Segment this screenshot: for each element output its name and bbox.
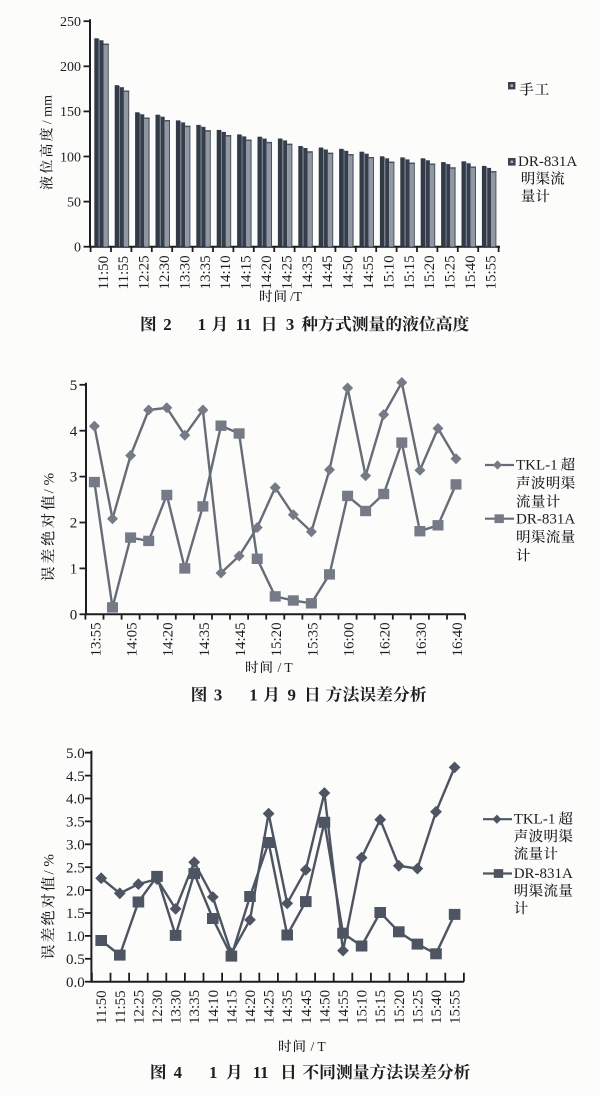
svg-text:13:30: 13:30 [169,990,185,1024]
svg-text:DR-831A: DR-831A [514,866,573,882]
svg-text:16:00: 16:00 [342,622,358,656]
svg-text:0: 0 [70,607,78,623]
svg-text:3: 3 [286,315,294,334]
svg-text:11:55: 11:55 [116,256,132,290]
svg-text:14:55: 14:55 [336,990,352,1024]
svg-text:15:20: 15:20 [422,255,438,289]
svg-text:2.0: 2.0 [66,883,85,899]
svg-text:14:50: 14:50 [341,255,357,289]
svg-text:14:45: 14:45 [320,255,336,289]
svg-text:14:10: 14:10 [206,990,222,1024]
svg-text:13:35: 13:35 [187,990,203,1024]
svg-text:13:55: 13:55 [88,622,104,656]
svg-text:3.0: 3.0 [66,838,85,854]
svg-text:1.0: 1.0 [66,929,85,945]
svg-text:1: 1 [209,1063,217,1082]
svg-text:1: 1 [198,315,206,334]
svg-text:14:25: 14:25 [279,255,295,289]
svg-text:15:25: 15:25 [443,255,459,289]
svg-text:14:20: 14:20 [259,255,275,289]
svg-text:5.0: 5.0 [66,746,85,762]
svg-text:14:45: 14:45 [233,622,249,656]
svg-text:14:50: 14:50 [317,990,333,1024]
svg-text:1: 1 [249,686,257,705]
svg-text:/ T: / T [311,1039,327,1054]
svg-text:16:20: 16:20 [378,622,394,656]
svg-text:250: 250 [60,15,81,30]
svg-text:3: 3 [214,686,222,705]
svg-text:/ %: / % [42,854,58,874]
svg-text:4: 4 [70,424,78,440]
svg-text:15:10: 15:10 [381,255,397,289]
svg-text:15:35: 15:35 [305,622,321,656]
svg-text:16:30: 16:30 [414,622,430,656]
svg-text:12:30: 12:30 [150,990,166,1024]
svg-text:11:50: 11:50 [96,256,112,290]
svg-text:0.5: 0.5 [66,952,85,968]
svg-text:3: 3 [70,470,78,486]
svg-text:/T: /T [290,289,303,304]
svg-text:14:55: 14:55 [361,255,377,289]
svg-text:15:20: 15:20 [392,990,408,1024]
svg-text:14:35: 14:35 [197,622,213,656]
svg-text:15:40: 15:40 [463,255,479,289]
svg-text:/ mm: / mm [41,95,56,124]
svg-text:11:55: 11:55 [113,990,129,1024]
svg-text:15:40: 15:40 [429,990,445,1024]
svg-text:TKL-1: TKL-1 [514,812,556,828]
svg-text:12:25: 12:25 [131,990,147,1024]
svg-text:13:30: 13:30 [177,255,193,289]
svg-text:0: 0 [74,241,81,256]
svg-text:15:25: 15:25 [410,990,426,1024]
svg-text:16:40: 16:40 [450,622,466,656]
svg-text:9: 9 [288,686,296,705]
svg-text:1.5: 1.5 [66,906,85,922]
svg-text:/ T: / T [278,660,294,675]
svg-text:100: 100 [60,150,81,165]
svg-text:14:20: 14:20 [243,990,259,1024]
svg-text:15:10: 15:10 [355,990,371,1024]
svg-text:2: 2 [163,315,171,334]
svg-text:14:45: 14:45 [299,990,315,1024]
svg-text:0.0: 0.0 [66,975,85,991]
svg-text:11:50: 11:50 [94,990,110,1024]
svg-text:200: 200 [60,60,81,75]
svg-text:13:35: 13:35 [198,255,214,289]
svg-text:15:15: 15:15 [373,990,389,1024]
svg-text:14:10: 14:10 [218,255,234,289]
svg-text:12:25: 12:25 [137,255,153,289]
svg-text:DR-831A: DR-831A [516,511,575,527]
svg-text:14:25: 14:25 [262,990,278,1024]
svg-text:2.5: 2.5 [66,860,85,876]
svg-text:5: 5 [70,378,78,394]
svg-text:14:35: 14:35 [300,255,316,289]
svg-text:3.5: 3.5 [66,815,85,831]
svg-text:1: 1 [70,562,78,578]
svg-text:12:30: 12:30 [157,255,173,289]
svg-text:50: 50 [67,195,81,210]
svg-text:14:15: 14:15 [224,990,240,1024]
svg-text:15:55: 15:55 [483,255,499,289]
svg-text:4.5: 4.5 [66,769,85,785]
svg-text:15:55: 15:55 [448,990,464,1024]
svg-text:14:05: 14:05 [125,622,141,656]
svg-text:4.0: 4.0 [66,792,85,808]
svg-text:150: 150 [60,105,81,120]
svg-text:DR-831A: DR-831A [518,154,577,170]
svg-text:14:15: 14:15 [239,255,255,289]
svg-text:11: 11 [253,1063,269,1082]
svg-text:4: 4 [174,1063,183,1082]
svg-text:14:35: 14:35 [280,990,296,1024]
svg-text:2: 2 [70,516,78,532]
svg-text:11: 11 [236,315,252,334]
svg-text:14:20: 14:20 [161,622,177,656]
svg-text:/ %: / % [42,473,58,493]
svg-text:15:15: 15:15 [402,255,418,289]
svg-text:15:20: 15:20 [269,622,285,656]
svg-text:TKL-1: TKL-1 [516,458,558,474]
